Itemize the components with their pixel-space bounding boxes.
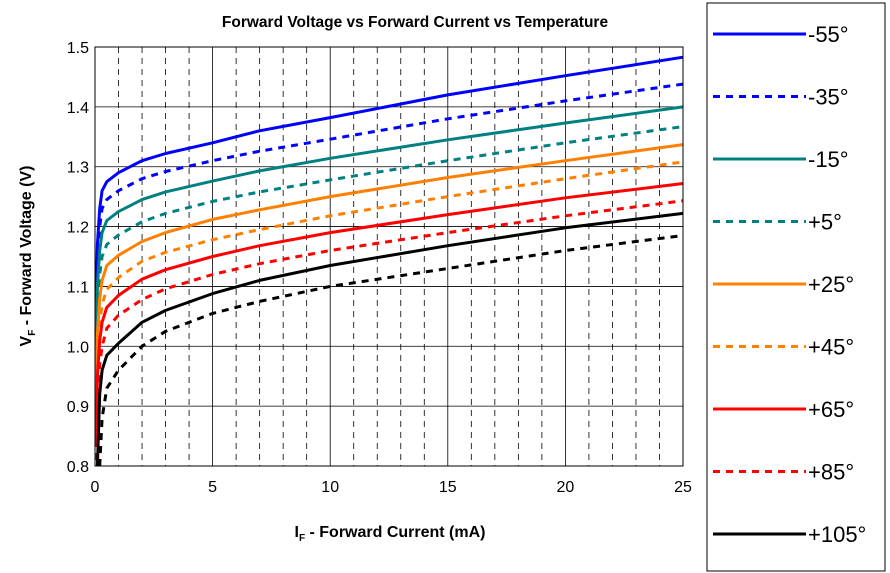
legend-label: +45° (808, 335, 854, 360)
x-tick-label: 10 (321, 479, 339, 496)
y-tick-label: 0.9 (67, 399, 89, 416)
legend-label: -55° (808, 22, 849, 47)
series-line (94, 105, 684, 347)
series-line (94, 199, 684, 461)
y-axis-title-rest: - Forward Voltage (V) (18, 166, 35, 330)
y-tick-label: 1.0 (67, 339, 89, 356)
legend-label: -35° (808, 85, 849, 110)
y-tick-label: 1.2 (67, 220, 89, 237)
y-tick-label: 1.1 (67, 279, 89, 296)
legend: -55° -35° -15° +5° +25° +45° +65° +85° +105° (713, 22, 866, 547)
series-line (94, 182, 684, 443)
series-line (94, 125, 684, 365)
y-axis-title-sub: F (27, 330, 38, 336)
series-line (98, 234, 684, 467)
y-tick-label: 1.4 (67, 100, 89, 117)
ticks: 0 5 10 15 20 25 0.8 0.9 1.0 1.1 1.2 1.3 1.4 1.5 (67, 40, 692, 496)
x-tick-label: 15 (439, 479, 457, 496)
x-tick-label: 0 (91, 479, 100, 496)
y-axis-title: VF - Forward Voltage (V) (18, 166, 38, 347)
y-tick-label: 0.8 (67, 459, 89, 476)
legend-frame (706, 2, 886, 572)
legend-label: +105° (808, 522, 866, 547)
y-tick-label: 1.5 (67, 40, 89, 57)
x-tick-label: 25 (674, 479, 692, 496)
x-axis-title-sub: F (299, 533, 305, 544)
series-line (94, 143, 684, 395)
y-axis-title-main: V (18, 335, 35, 346)
series-line (94, 55, 684, 299)
legend-label: +85° (808, 460, 854, 485)
series-layer (94, 55, 684, 467)
x-axis-title-rest: - Forward Current (mA) (305, 524, 485, 541)
series-line (94, 82, 684, 317)
series-line (94, 160, 684, 419)
y-tick-label: 1.3 (67, 160, 89, 177)
x-tick-label: 20 (557, 479, 575, 496)
plot-frame (94, 46, 684, 467)
legend-label: +65° (808, 397, 854, 422)
chart-title: Forward Voltage vs Forward Current vs Te… (222, 14, 609, 31)
legend-label: +25° (808, 272, 854, 297)
x-axis-title: IF - Forward Current (mA) (294, 524, 485, 544)
legend-label: +5° (808, 210, 842, 235)
x-tick-label: 5 (208, 479, 217, 496)
legend-label: -15° (808, 147, 849, 172)
series-line (95, 211, 684, 467)
x-axis-title-main: I (294, 524, 298, 541)
